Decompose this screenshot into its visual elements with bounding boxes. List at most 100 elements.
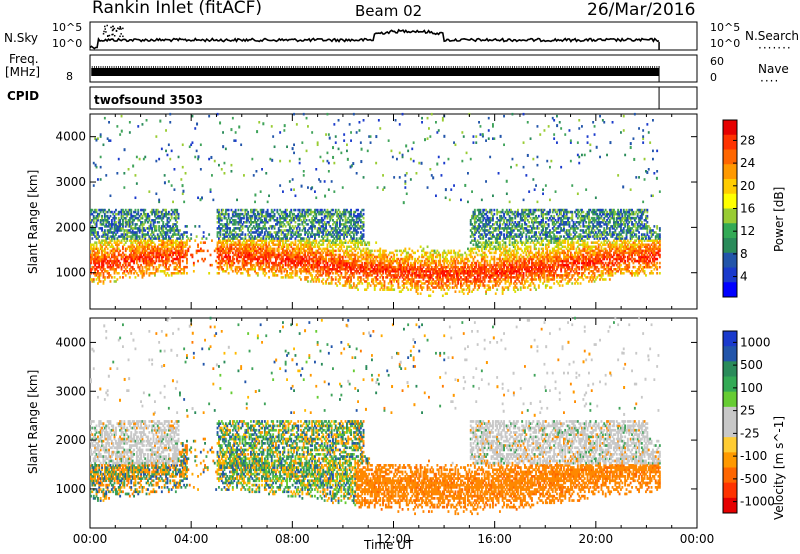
power-cell (236, 199, 238, 202)
power-cell (327, 152, 329, 155)
power-cell (286, 270, 288, 273)
power-cell (404, 186, 406, 189)
power-cell (229, 256, 231, 259)
power-cell (335, 276, 337, 279)
power-cell (165, 209, 167, 212)
power-cell (271, 125, 273, 128)
power-cell (385, 250, 387, 253)
nsky-point (117, 28, 119, 30)
power-cell (393, 254, 395, 257)
power-cell (228, 209, 230, 212)
power-cell (429, 168, 431, 171)
power-cell (375, 162, 377, 165)
power-cell (411, 256, 413, 259)
power-cell (144, 156, 146, 159)
power-cell (406, 172, 408, 175)
power-cell (186, 272, 188, 275)
power-cell (392, 284, 394, 287)
power-cell (251, 158, 253, 161)
power-cell (320, 180, 322, 183)
power-cell (429, 135, 431, 138)
power-cell (399, 123, 401, 126)
power-cell (279, 184, 281, 187)
power-cell (110, 195, 112, 198)
power-cell (449, 286, 451, 289)
nsky-point (111, 34, 113, 36)
power-cell (279, 160, 281, 163)
power-cell (119, 262, 121, 265)
power-cell (267, 201, 269, 204)
power-cell (239, 260, 241, 263)
power-cell (388, 139, 390, 142)
power-cell (199, 225, 201, 228)
cpid-panel-frame (90, 87, 697, 109)
power-cell (190, 233, 192, 236)
power-cell (229, 227, 231, 230)
power-cell (295, 221, 297, 224)
power-cell (384, 280, 386, 283)
power-cell (182, 166, 184, 169)
power-cell (282, 276, 284, 279)
power-cell (338, 148, 340, 151)
power-cell (129, 121, 131, 124)
power-cell (402, 113, 404, 116)
power-cell (208, 233, 210, 236)
power-cell (307, 276, 309, 279)
power-cell (136, 156, 138, 159)
power-cell (290, 209, 292, 212)
power-cell (200, 241, 202, 244)
power-cell (261, 168, 263, 171)
power-cell (290, 188, 292, 191)
power-cell (421, 121, 423, 124)
power-cell (115, 217, 117, 220)
nsky-point (105, 31, 107, 32)
power-cell (186, 231, 188, 234)
power-cell (343, 139, 345, 142)
power-cell (407, 150, 409, 153)
power-cell (446, 292, 448, 295)
power-cell (413, 141, 415, 144)
power-cell (176, 225, 178, 228)
power-cell (93, 278, 95, 281)
power-cell (100, 156, 102, 159)
power-cell (335, 135, 337, 138)
power-cell (357, 252, 359, 255)
power-cell (322, 160, 324, 163)
power-cell (429, 288, 431, 291)
power-cell (208, 115, 210, 118)
power-cell (335, 254, 337, 257)
power-cell (137, 125, 139, 128)
power-cell (442, 295, 444, 298)
power-cell (137, 274, 139, 277)
power-cell (139, 158, 141, 161)
power-cell (322, 282, 324, 285)
power-cell (289, 180, 291, 183)
power-cell (307, 280, 309, 283)
nsky-trace (90, 30, 659, 49)
power-cell (142, 123, 144, 126)
power-cell (232, 270, 234, 273)
nsky-point (116, 30, 118, 32)
power-cell (135, 209, 137, 212)
power-cell (296, 123, 298, 126)
power-cell (115, 221, 117, 224)
power-cell (148, 215, 150, 218)
power-cell (231, 170, 233, 173)
power-cell (129, 276, 131, 279)
power-cell (367, 150, 369, 153)
power-cell (350, 139, 352, 142)
power-cell (153, 266, 155, 269)
power-cell (228, 213, 230, 216)
power-cell (104, 117, 106, 120)
power-cell (428, 127, 430, 130)
power-cell (135, 174, 137, 177)
nsky-point (106, 25, 108, 27)
power-cell (363, 213, 365, 216)
nsky-point (103, 31, 105, 33)
power-cell (353, 113, 355, 116)
power-cell (168, 144, 170, 147)
power-cell (204, 241, 206, 244)
power-cell (343, 246, 345, 249)
power-cell (258, 121, 260, 124)
power-cell (218, 272, 220, 275)
